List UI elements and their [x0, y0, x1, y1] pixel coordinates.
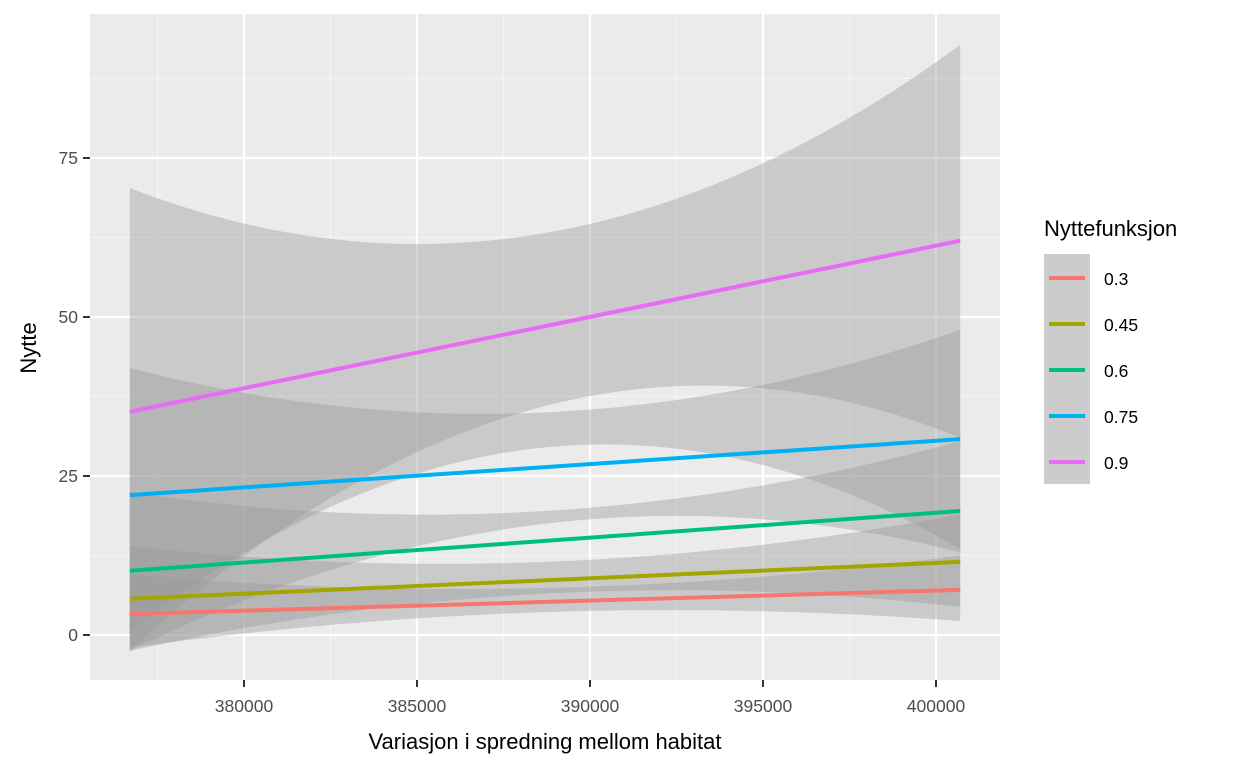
- legend-title: Nyttefunksjon: [1044, 216, 1177, 241]
- x-tick-label: 385000: [388, 696, 447, 716]
- x-tick-label: 400000: [907, 696, 966, 716]
- x-tick-label: 390000: [561, 696, 620, 716]
- ribbon-0.75: [129, 329, 961, 632]
- x-tick-label: 380000: [215, 696, 274, 716]
- legend-label-0.75: 0.75: [1104, 407, 1138, 427]
- series-lines: [129, 238, 961, 617]
- series-line-0.6: [129, 508, 961, 573]
- grid-major: [90, 14, 1000, 680]
- plot-background: [90, 14, 1000, 680]
- y-tick-label: 25: [59, 466, 78, 486]
- series-line-0.9: [129, 238, 961, 414]
- x-axis: 380000 385000 390000 395000 400000: [215, 680, 966, 716]
- x-axis-title: Variasjon i spredning mellom habitat: [369, 729, 722, 754]
- x-tick-label: 395000: [734, 696, 793, 716]
- y-tick-label: 0: [68, 625, 78, 645]
- y-axis-title: Nytte: [16, 322, 41, 373]
- ribbon-0.6: [129, 441, 961, 651]
- grid-minor: [90, 14, 1000, 680]
- legend-label-0.45: 0.45: [1104, 315, 1138, 335]
- series-line-0.3: [129, 587, 961, 617]
- legend: Nyttefunksjon 0.3 0.45 0.6 0.75 0.9: [1044, 216, 1177, 484]
- series-line-0.75: [129, 437, 961, 498]
- legend-label-0.9: 0.9: [1104, 453, 1128, 473]
- legend-label-0.6: 0.6: [1104, 361, 1128, 381]
- y-tick-label: 75: [59, 148, 78, 168]
- series-line-0.45: [129, 559, 961, 601]
- y-tick-label: 50: [59, 307, 79, 327]
- y-axis: 0 25 50 75: [59, 148, 90, 645]
- ribbon-0.9: [129, 44, 961, 651]
- ribbon-0.45: [129, 514, 961, 651]
- legend-label-0.3: 0.3: [1104, 269, 1128, 289]
